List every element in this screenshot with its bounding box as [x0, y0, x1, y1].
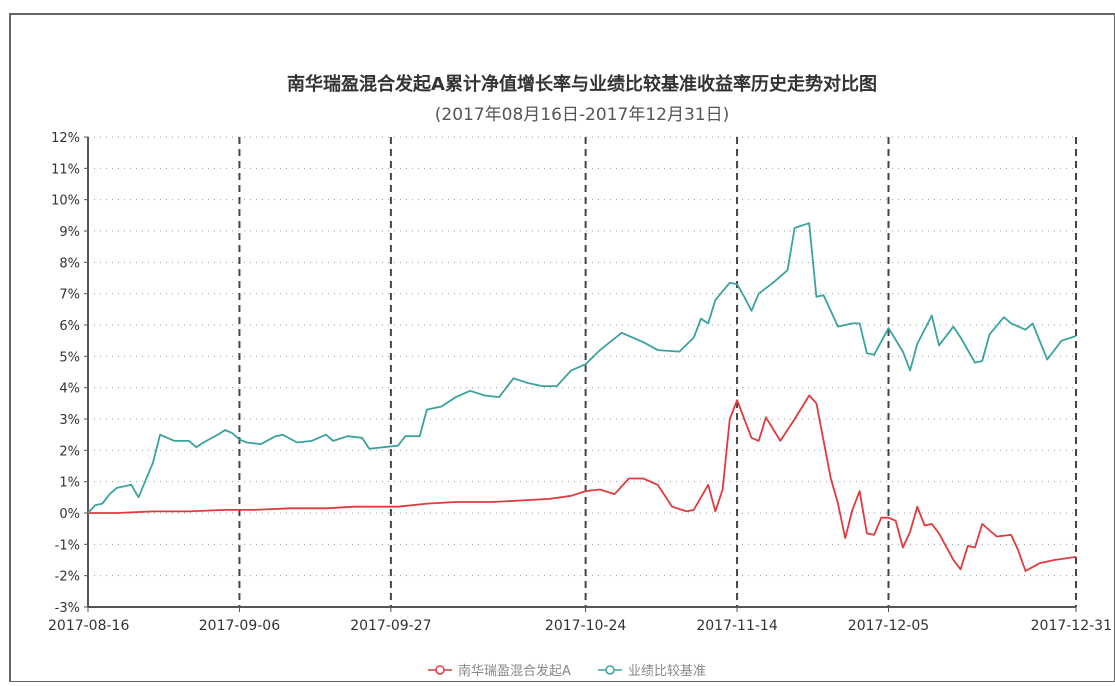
y-axis-ticks: -3% -2% -1% 0% 1% 2% 3% 4% 5% 6% 7% 8% 9% 10% 11% 12%	[51, 131, 88, 616]
y-tick-label: 1%	[59, 476, 80, 491]
legend-item[interactable]: 业绩比较基准	[598, 664, 706, 679]
x-tick-label: 2017-09-06	[199, 618, 280, 634]
y-tick-label: 11%	[51, 162, 80, 177]
x-tick-label: 2017-12-31	[1031, 618, 1112, 634]
y-tick-label: 8%	[59, 256, 80, 271]
legend-item[interactable]: 南华瑞盈混合发起A	[428, 663, 571, 679]
y-tick-label: 4%	[59, 382, 80, 397]
axes	[87, 137, 1076, 608]
legend-label: 业绩比较基准	[628, 664, 706, 679]
y-tick-label: 5%	[59, 350, 80, 365]
y-tick-label: 9%	[59, 225, 80, 240]
x-tick-label: 2017-09-27	[350, 618, 431, 634]
chart-title: 南华瑞盈混合发起A累计净值增长率与业绩比较基准收益率历史走势对比图	[287, 73, 877, 95]
y-tick-label: -1%	[55, 538, 80, 553]
y-tick-label: -2%	[55, 570, 80, 585]
x-tick-label: 2017-10-24	[545, 618, 626, 634]
x-tick-label: 2017-08-16	[48, 618, 129, 634]
series-line-2	[87, 222, 1077, 514]
series-lines	[87, 222, 1077, 572]
y-tick-label: 3%	[59, 413, 80, 428]
x-tick-label: 2017-11-14	[696, 618, 777, 634]
legend: 南华瑞盈混合发起A 业绩比较基准	[428, 663, 706, 679]
y-tick-label: 7%	[59, 288, 80, 303]
legend-label: 南华瑞盈混合发起A	[458, 663, 571, 679]
grid-lines	[88, 136, 1077, 607]
y-tick-label: 10%	[51, 194, 80, 209]
y-tick-label: 12%	[51, 131, 80, 146]
series-line-1	[88, 394, 1077, 572]
y-tick-label: -3%	[55, 601, 80, 616]
x-tick-label: 2017-12-05	[848, 618, 929, 634]
y-tick-label: 2%	[59, 444, 80, 459]
legend-marker-icon	[605, 665, 615, 675]
y-tick-label: 0%	[59, 507, 80, 522]
legend-marker-icon	[435, 665, 445, 675]
chart-subtitle: (2017年08月16日-2017年12月31日)	[435, 105, 729, 125]
x-axis-ticks: 2017-08-16 2017-09-06 2017-09-27 2017-10-24…	[48, 607, 1112, 634]
y-tick-label: 6%	[59, 319, 80, 334]
